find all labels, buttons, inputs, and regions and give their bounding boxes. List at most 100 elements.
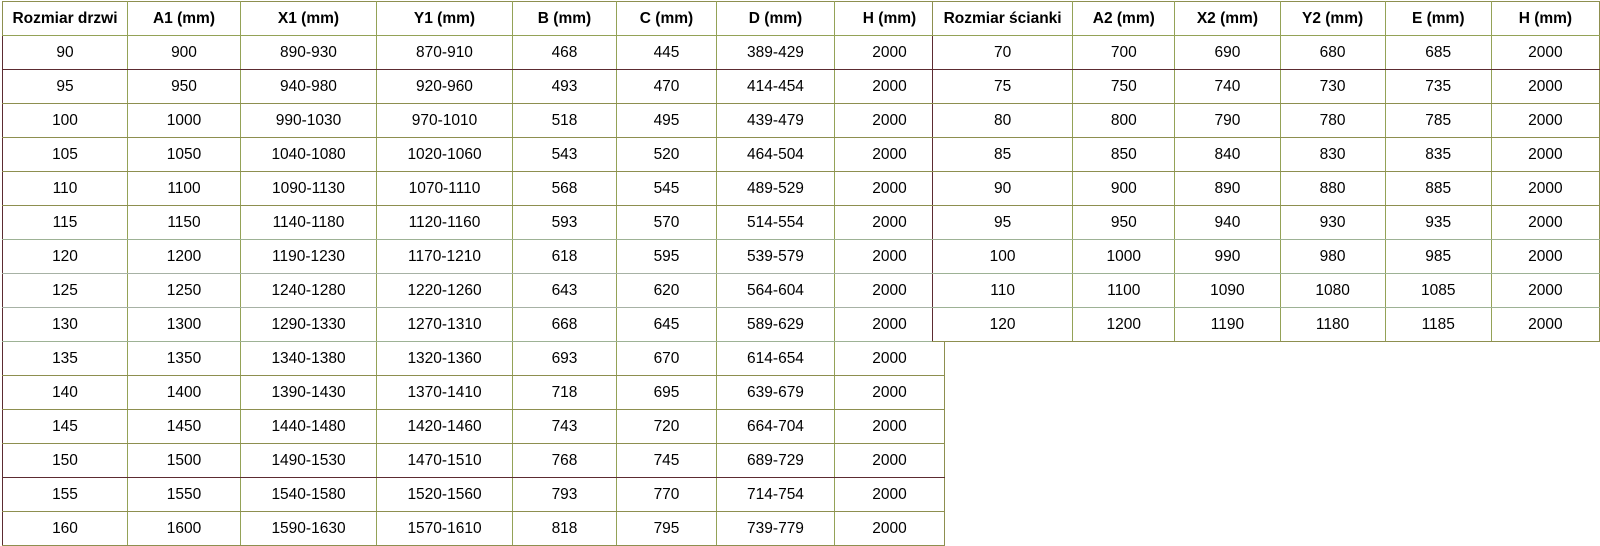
cell-x1: 1090-1130 [240,171,377,206]
cell-a1: 950 [127,69,241,104]
cell-a2: 750 [1072,69,1176,104]
cell-a1: 900 [127,35,241,70]
table-row: 125 1250 1240-1280 1220-1260 643 620 564… [2,273,945,308]
cell-a2: 700 [1072,35,1176,70]
cell-b: 468 [512,35,617,70]
cell-c: 470 [616,69,717,104]
cell-y2: 830 [1279,137,1386,172]
cell-x1: 1290-1330 [240,307,377,342]
walls-table-header: Rozmiar ścianki A2 (mm) X2 (mm) Y2 (mm) … [931,1,1600,36]
cell-e: 1085 [1384,273,1492,308]
cell-a2: 950 [1072,205,1176,240]
cell-size: 125 [2,273,128,308]
table-row: 100 1000 990 980 985 2000 [931,239,1600,274]
cell-a1: 1400 [127,375,241,410]
cell-x1: 990-1030 [240,103,377,138]
column-header-b: B (mm) [512,1,617,36]
cell-y1: 1470-1510 [376,443,513,478]
table-row: 115 1150 1140-1180 1120-1160 593 570 514… [2,205,945,240]
cell-e: 835 [1384,137,1492,172]
cell-x1: 1040-1080 [240,137,377,172]
table-row: 130 1300 1290-1330 1270-1310 668 645 589… [2,307,945,342]
cell-h: 2000 [1490,35,1600,70]
cell-h: 2000 [834,409,945,444]
cell-a2: 800 [1072,103,1176,138]
cell-c: 795 [616,511,717,546]
cell-e: 935 [1384,205,1492,240]
cell-b: 668 [512,307,617,342]
column-header-rozmiar-scianki: Rozmiar ścianki [931,1,1074,36]
cell-b: 643 [512,273,617,308]
walls-dimension-table: Rozmiar ścianki A2 (mm) X2 (mm) Y2 (mm) … [931,1,1600,342]
cell-h: 2000 [834,137,945,172]
table-row: 75 750 740 730 735 2000 [931,69,1600,104]
cell-d: 464-504 [716,137,835,172]
cell-size: 150 [2,443,128,478]
cell-x1: 1390-1430 [240,375,377,410]
cell-y1: 1370-1410 [376,375,513,410]
cell-h: 2000 [834,307,945,342]
cell-d: 389-429 [716,35,835,70]
cell-h: 2000 [834,477,945,512]
table-row: 140 1400 1390-1430 1370-1410 718 695 639… [2,375,945,410]
cell-x1: 1490-1530 [240,443,377,478]
cell-h: 2000 [834,273,945,308]
column-header-a2: A2 (mm) [1072,1,1176,36]
cell-size: 140 [2,375,128,410]
cell-size: 120 [2,239,128,274]
cell-size: 160 [2,511,128,546]
cell-e: 785 [1384,103,1492,138]
column-header-c: C (mm) [616,1,717,36]
table-row: 135 1350 1340-1380 1320-1360 693 670 614… [2,341,945,376]
cell-c: 520 [616,137,717,172]
table-row: 110 1100 1090 1080 1085 2000 [931,273,1600,308]
cell-e: 1185 [1384,307,1492,342]
cell-h: 2000 [1490,137,1600,172]
cell-c: 545 [616,171,717,206]
table-row: 160 1600 1590-1630 1570-1610 818 795 739… [2,511,945,546]
cell-d: 539-579 [716,239,835,274]
cell-x1: 1540-1580 [240,477,377,512]
table-row: 100 1000 990-1030 970-1010 518 495 439-4… [2,103,945,138]
cell-size: 100 [931,239,1074,274]
cell-a1: 1250 [127,273,241,308]
column-header-y1: Y1 (mm) [376,1,513,36]
cell-a1: 1450 [127,409,241,444]
cell-d: 639-679 [716,375,835,410]
cell-h: 2000 [834,35,945,70]
table-row: 70 700 690 680 685 2000 [931,35,1600,70]
cell-a1: 1600 [127,511,241,546]
cell-size: 110 [931,273,1074,308]
cell-b: 718 [512,375,617,410]
column-header-y2: Y2 (mm) [1279,1,1386,36]
column-header-rozmiar-drzwi: Rozmiar drzwi [2,1,128,36]
cell-size: 95 [2,69,128,104]
table-row: 110 1100 1090-1130 1070-1110 568 545 489… [2,171,945,206]
table-header-row: Rozmiar ścianki A2 (mm) X2 (mm) Y2 (mm) … [931,1,1600,36]
cell-a2: 1000 [1072,239,1176,274]
cell-b: 618 [512,239,617,274]
cell-y1: 970-1010 [376,103,513,138]
cell-a1: 1100 [127,171,241,206]
cell-y1: 920-960 [376,69,513,104]
cell-y1: 1070-1110 [376,171,513,206]
cell-y1: 1570-1610 [376,511,513,546]
cell-a1: 1550 [127,477,241,512]
cell-h: 2000 [834,205,945,240]
cell-h: 2000 [834,171,945,206]
cell-x2: 990 [1174,239,1281,274]
cell-d: 439-479 [716,103,835,138]
cell-x2: 1090 [1174,273,1281,308]
cell-h: 2000 [834,511,945,546]
table-row: 90 900 890 880 885 2000 [931,171,1600,206]
cell-size: 90 [2,35,128,70]
cell-size: 130 [2,307,128,342]
cell-h: 2000 [1490,307,1600,342]
cell-d: 664-704 [716,409,835,444]
cell-h: 2000 [1490,273,1600,308]
cell-c: 745 [616,443,717,478]
cell-d: 514-554 [716,205,835,240]
cell-c: 670 [616,341,717,376]
column-header-a1: A1 (mm) [127,1,241,36]
